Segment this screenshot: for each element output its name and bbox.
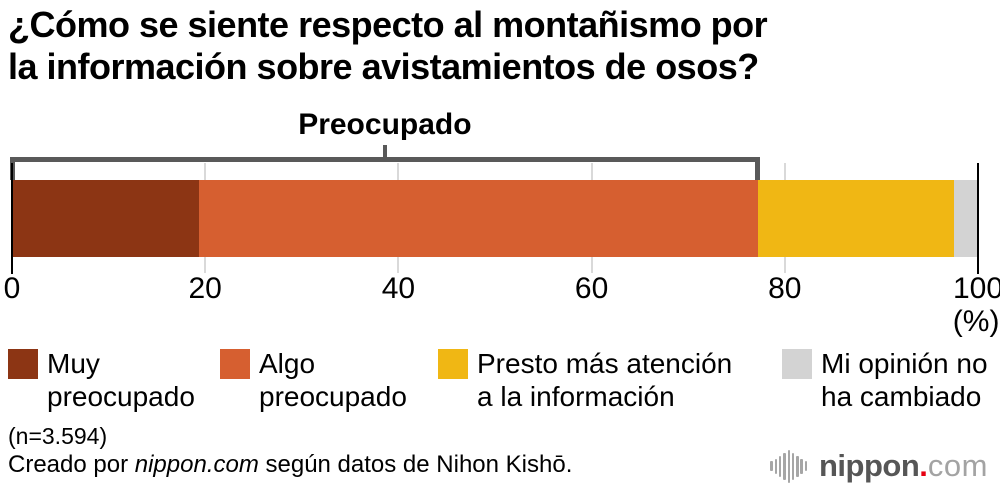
plot-area: 0 20 40 60 80 100 (%) [4, 145, 1000, 342]
legend-label-line1: Muy [47, 348, 100, 379]
soundwave-bar [778, 455, 782, 477]
credit-suffix: según datos de Nihon Kishō. [258, 451, 573, 478]
chart-title-line1: ¿Cómo se siente respecto al montañismo p… [8, 4, 768, 45]
soundwave-bar [774, 458, 778, 474]
legend-label-line1: Algo [259, 348, 316, 379]
legend-label-line2: preocupado [47, 381, 195, 412]
x-tick-label-40: 40 [381, 272, 416, 305]
soundwave-bar [804, 461, 808, 471]
legend: Muy preocupado Algo preocupado Presto más at… [0, 347, 1000, 419]
logo-dot: . [919, 448, 928, 483]
x-tick-label-0: 0 [3, 272, 21, 305]
legend-item-4: Mi opinión no ha cambiado [782, 347, 988, 413]
logo-wordmark: nippon [819, 448, 920, 483]
legend-swatch-3 [438, 349, 468, 379]
legend-label-line1: Mi opinión no [821, 348, 988, 379]
legend-label-2: Algo preocupado [259, 347, 407, 413]
x-tick-label-60: 60 [574, 272, 609, 305]
bar-segment-4 [953, 180, 978, 257]
stacked-bar [12, 180, 978, 257]
bar-segment-3 [757, 180, 954, 257]
bracket-connector [382, 145, 387, 158]
legend-swatch-1 [8, 349, 38, 379]
x-tick-label-100: 100 [952, 272, 1000, 305]
sample-size-note: (n=3.594) [8, 423, 108, 449]
legend-swatch-4 [782, 349, 812, 379]
axis-line-100 [977, 163, 979, 274]
soundwave-icon [770, 449, 809, 483]
credit-line: Creado por nippon.com según datos de Nih… [8, 452, 572, 478]
credit-source: nippon.com [134, 451, 259, 478]
bracket [10, 157, 760, 180]
logo-tld: com [927, 448, 988, 483]
soundwave-bar [783, 452, 786, 480]
legend-label-1: Muy preocupado [47, 347, 195, 413]
legend-label-line1: Presto más atención [477, 348, 733, 379]
x-tick-label-20: 20 [188, 272, 222, 305]
soundwave-bar [770, 461, 773, 471]
legend-label-line2: a la información [477, 381, 675, 412]
bracket-label: Preocupado [298, 108, 472, 141]
legend-item-3: Presto más atención a la información [438, 347, 732, 413]
soundwave-bar [800, 458, 803, 474]
axis-line-0 [11, 163, 13, 274]
legend-swatch-2 [220, 349, 250, 379]
legend-label-4: Mi opinión no ha cambiado [821, 347, 988, 413]
x-tick-label-80: 80 [768, 272, 802, 305]
bar-segment-2 [199, 180, 758, 257]
chart-title: ¿Cómo se siente respecto al montañismo p… [8, 4, 768, 88]
nippon-logo: nippon . com [770, 448, 988, 484]
legend-item-2: Algo preocupado [220, 347, 407, 413]
bar-segment-1 [12, 180, 200, 257]
legend-label-3: Presto más atención a la información [477, 347, 732, 413]
soundwave-bar [796, 455, 799, 477]
soundwave-bar [791, 452, 795, 480]
legend-label-line2: ha cambiado [821, 381, 982, 412]
chart-title-line2: la información sobre avistamientos de os… [8, 46, 759, 87]
legend-label-line2: preocupado [259, 381, 407, 412]
soundwave-bar [787, 449, 791, 483]
credit-prefix: Creado por [8, 451, 135, 478]
legend-item-1: Muy preocupado [8, 347, 195, 413]
axis-unit-label: (%) [952, 305, 1000, 338]
